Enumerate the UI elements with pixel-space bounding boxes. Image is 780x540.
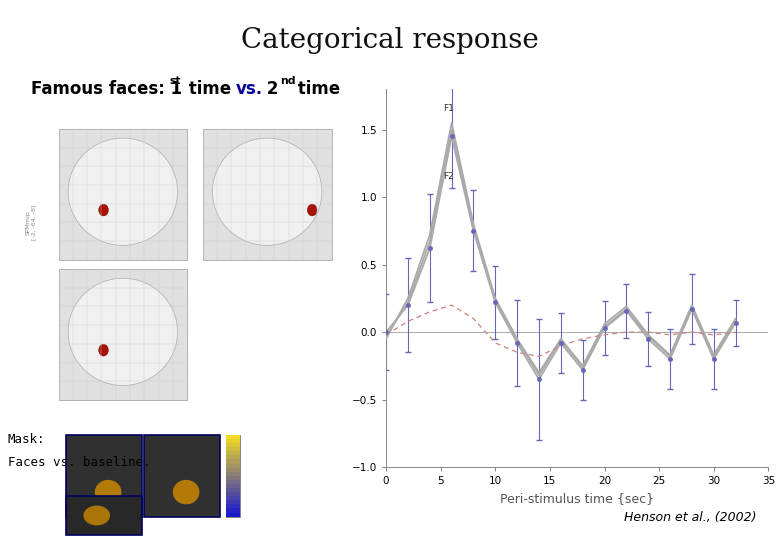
Bar (58, 129, 187, 260)
Text: time: time (292, 80, 340, 98)
Text: Famous faces: 1: Famous faces: 1 (31, 80, 183, 98)
Bar (226, 496, 240, 500)
Ellipse shape (307, 204, 317, 216)
Text: F1: F1 (443, 104, 454, 113)
Bar (58, 269, 187, 400)
Bar (226, 504, 240, 509)
Bar (226, 451, 240, 455)
Bar (226, 435, 240, 439)
Text: vs.: vs. (236, 80, 263, 98)
Bar (203, 129, 332, 260)
Bar (226, 509, 240, 512)
Bar (226, 492, 240, 496)
Bar (226, 460, 240, 463)
Text: time: time (183, 80, 236, 98)
Bar (226, 447, 240, 451)
Ellipse shape (212, 138, 322, 245)
Text: Categorical response: Categorical response (241, 26, 539, 53)
Text: F2: F2 (443, 172, 454, 181)
Text: SPMmip
[-2, -64, -8]: SPMmip [-2, -64, -8] (26, 205, 37, 240)
Bar (66, 496, 143, 535)
Bar (226, 480, 240, 484)
Bar (226, 468, 240, 471)
Bar (226, 463, 240, 468)
Text: Mask:: Mask: (8, 433, 45, 446)
Ellipse shape (95, 480, 122, 504)
Bar (226, 512, 240, 517)
Bar (226, 439, 240, 443)
Text: 2: 2 (261, 80, 278, 98)
Bar (226, 488, 240, 492)
Ellipse shape (99, 204, 108, 216)
Text: nd: nd (280, 76, 296, 86)
Bar (226, 476, 240, 480)
Ellipse shape (68, 278, 178, 386)
Ellipse shape (83, 505, 110, 525)
Bar (226, 455, 240, 460)
Bar (144, 435, 220, 517)
Bar (226, 484, 240, 488)
Ellipse shape (68, 138, 178, 245)
Bar (66, 435, 143, 517)
Bar (226, 500, 240, 504)
Bar (226, 471, 240, 476)
Text: Henson et al., (2002): Henson et al., (2002) (624, 511, 757, 524)
X-axis label: Peri-stimulus time {sec}: Peri-stimulus time {sec} (500, 492, 654, 505)
Bar (226, 435, 240, 517)
Text: Faces vs. baseline.: Faces vs. baseline. (8, 456, 151, 469)
Text: st: st (170, 76, 181, 86)
Ellipse shape (99, 345, 108, 356)
Bar (226, 443, 240, 447)
Ellipse shape (173, 480, 200, 504)
